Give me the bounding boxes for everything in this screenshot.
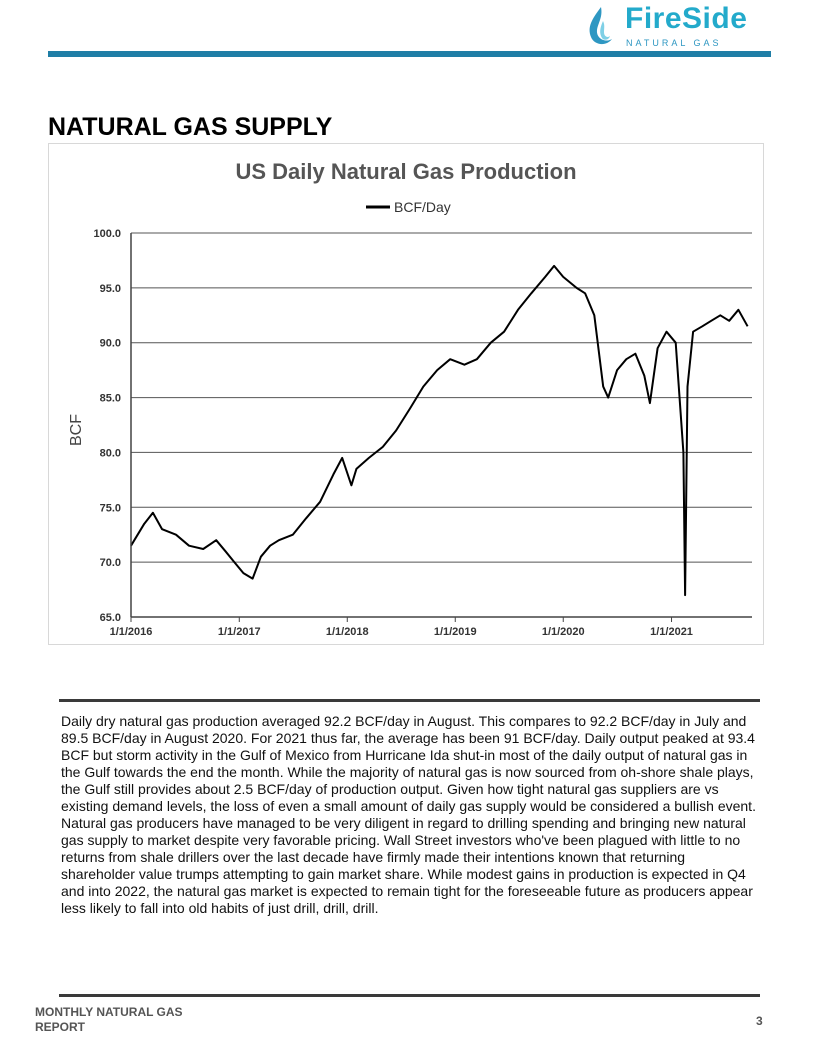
section-title: NATURAL GAS SUPPLY bbox=[48, 113, 333, 141]
bottom-rule bbox=[59, 994, 760, 997]
production-chart: US Daily Natural Gas Production BCF/Day … bbox=[68, 159, 752, 638]
fireside-logo bbox=[589, 7, 612, 45]
legend-label: BCF/Day bbox=[394, 199, 451, 215]
y-tick-label: 90.0 bbox=[100, 338, 121, 350]
top-rule bbox=[59, 699, 760, 702]
chart-frame bbox=[48, 143, 764, 645]
x-tick-label: 1/1/2018 bbox=[326, 626, 369, 638]
y-tick-label: 80.0 bbox=[100, 447, 121, 459]
y-tick-label: 95.0 bbox=[100, 283, 121, 295]
y-axis-label: BCF bbox=[68, 414, 85, 446]
logo-subtitle: NATURAL GAS bbox=[626, 38, 722, 48]
y-tick-label: 85.0 bbox=[100, 393, 121, 405]
x-tick-label: 1/1/2021 bbox=[650, 626, 693, 638]
footer-label: MONTHLY NATURAL GAS REPORT bbox=[35, 1005, 183, 1034]
y-tick-label: 100.0 bbox=[93, 228, 121, 240]
chart-title: US Daily Natural Gas Production bbox=[235, 159, 576, 184]
series-line-bcf-day bbox=[130, 264, 749, 597]
header-bar bbox=[48, 51, 771, 57]
y-tick-label: 75.0 bbox=[100, 502, 121, 514]
body-paragraph: Daily dry natural gas production average… bbox=[61, 713, 756, 916]
x-tick-label: 1/1/2017 bbox=[218, 626, 261, 638]
y-tick-label: 65.0 bbox=[100, 612, 121, 624]
x-tick-label: 1/1/2019 bbox=[434, 626, 477, 638]
flame-icon bbox=[589, 7, 612, 45]
page-number: 3 bbox=[756, 1014, 763, 1028]
x-tick-label: 1/1/2020 bbox=[542, 626, 585, 638]
y-tick-label: 70.0 bbox=[100, 557, 121, 569]
x-tick-label: 1/1/2016 bbox=[110, 626, 153, 638]
logo-wordmark: FireSide bbox=[625, 2, 748, 35]
